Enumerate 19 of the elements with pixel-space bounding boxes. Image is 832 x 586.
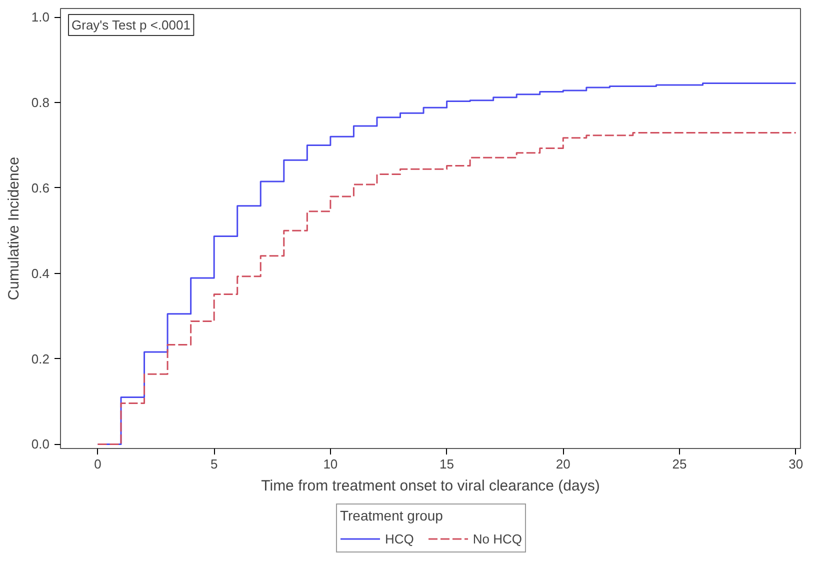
x-tick-label: 25	[672, 456, 687, 472]
annotation: Gray's Test p <.0001	[72, 18, 190, 32]
y-tick-label: 0.0	[31, 436, 50, 452]
x-tick-label: 20	[556, 456, 570, 472]
x-axis-title: Time from treatment onset to viral clearance (days)	[261, 478, 600, 494]
legend-label: HCQ	[384, 531, 414, 546]
y-axis-title: Cumulative Incidence	[5, 156, 22, 300]
x-tick-label: 5	[210, 456, 218, 472]
x-tick-label: 0	[94, 456, 102, 472]
x-tick-label: 15	[440, 456, 454, 472]
x-tick-label: 30	[788, 456, 804, 472]
y-tick-label: 0.8	[31, 94, 50, 110]
y-tick-label: 1.0	[31, 10, 50, 25]
y-tick-label: 0.4	[31, 266, 50, 281]
y-tick-label: 0.6	[31, 180, 50, 196]
y-tick-label: 0.2	[31, 351, 50, 366]
x-tick-label: 10	[323, 456, 338, 472]
legend-title: Treatment group	[340, 508, 444, 524]
legend-label: No HCQ	[472, 531, 522, 546]
